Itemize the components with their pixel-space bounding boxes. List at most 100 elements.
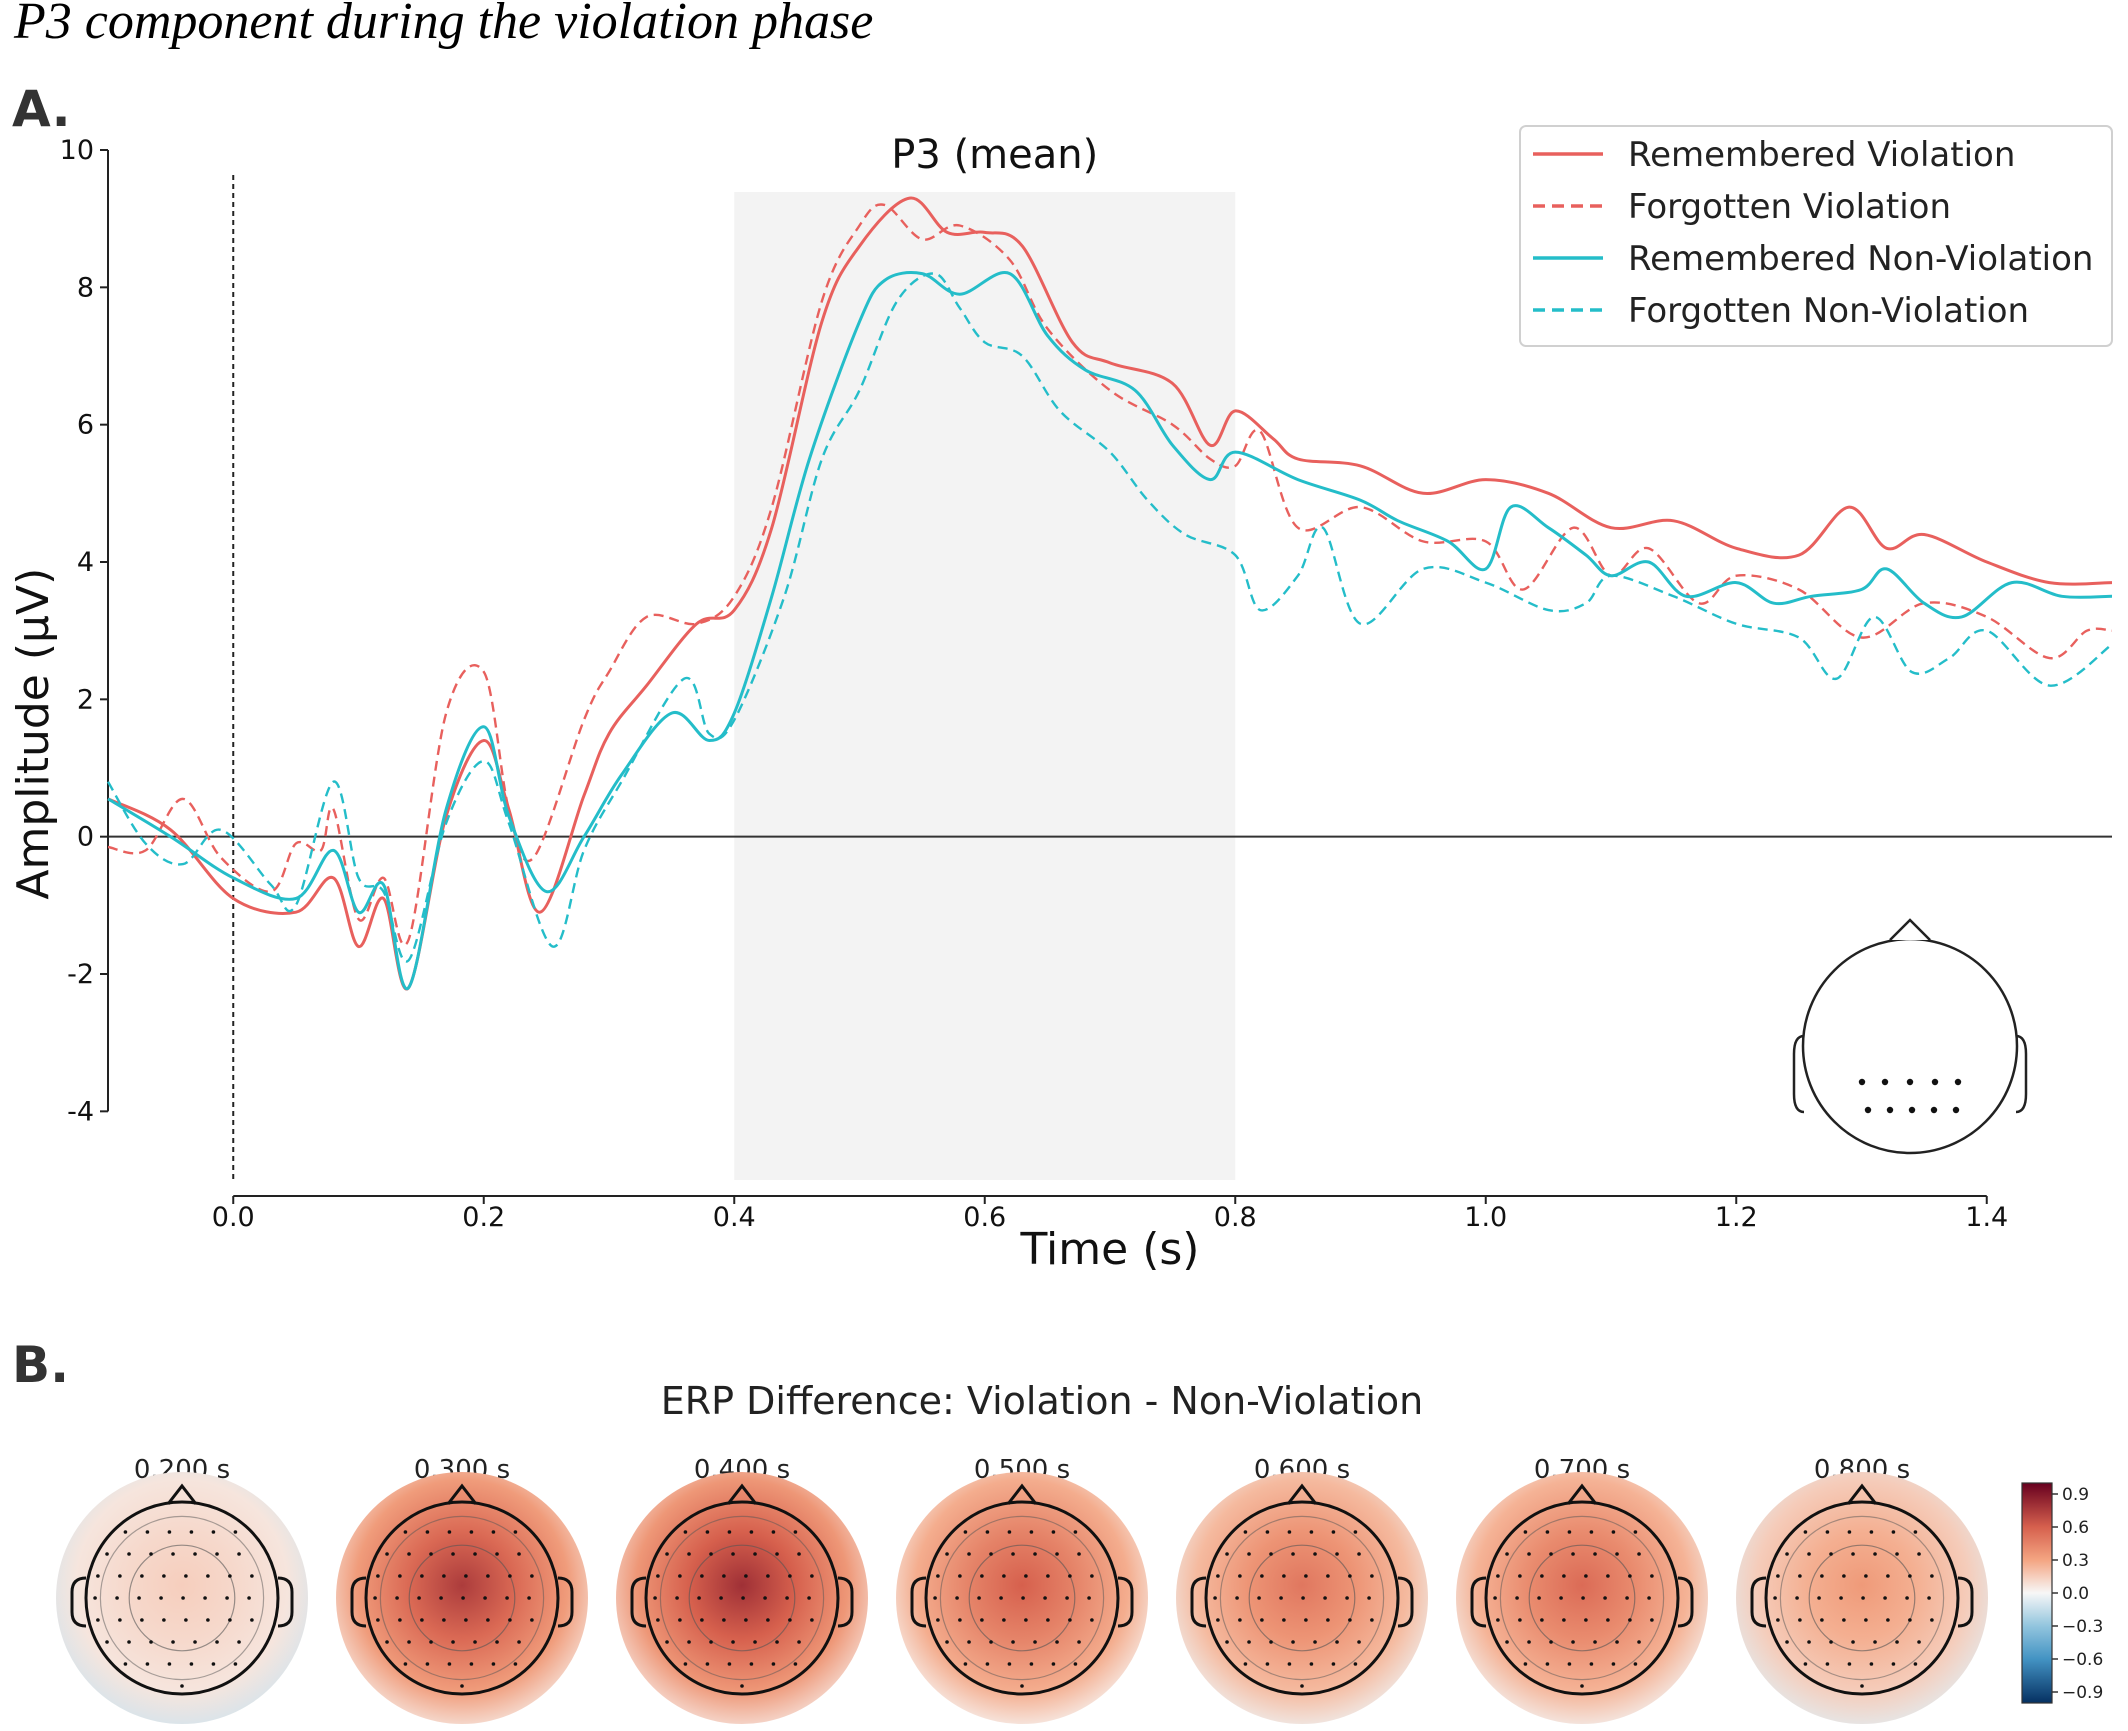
topomap-electrode [1891,1530,1896,1534]
topomap-electrode [517,1640,521,1644]
topomap-electrode [407,1552,411,1556]
topomap-electrode [376,1574,380,1578]
topomap-electrode [137,1596,141,1600]
topomap-electrode [1353,1662,1358,1666]
topomap-electrode [1291,1552,1295,1556]
topomap-electrode [744,1574,748,1578]
topomap-electrode [722,1618,726,1622]
topomap-electrode [797,1640,801,1644]
topomap-electrode [1243,1530,1248,1534]
topomap-electrode [1886,1618,1890,1622]
topomap-electrode [469,1662,474,1666]
topomap-electrode [1055,1640,1059,1644]
topomap-electrode [1238,1618,1242,1622]
topomap-electrode [1913,1530,1918,1534]
topomap-nose [1006,1483,1038,1505]
topomap-electrode [705,1530,710,1534]
topomap-electrode [1785,1552,1789,1556]
x-ticks: 0.0 0.2 0.4 0.6 0.8 1.0 1.2 1.4 [212,1196,2008,1233]
topomap: 0.400 s [616,1455,868,1724]
topomap-electrode [656,1574,660,1578]
topomap-electrode [1825,1662,1830,1666]
topomap-electrode [505,1596,509,1600]
topomap-electrode [1523,1662,1528,1666]
topomap-electrode [118,1574,122,1578]
topomap-electrode [513,1530,518,1534]
topomap-electrode [451,1552,455,1556]
topomap-electrode [775,1552,779,1556]
topomap-electrode [1861,1596,1865,1600]
topomap-electrode [1807,1640,1811,1644]
topomap-electrode [1842,1574,1846,1578]
topomap-electrode [1537,1596,1541,1600]
topomap-electrode [233,1530,238,1534]
topomap-electrode [1265,1662,1270,1666]
topomap-electrode [1055,1552,1059,1556]
topomap-electrode [793,1530,798,1534]
topomap-electrode [936,1574,940,1578]
topomap-electrode [1545,1662,1550,1666]
topomap-electrode [464,1574,468,1578]
topomap-electrode [1611,1530,1616,1534]
electrode-dot [1954,1078,1962,1086]
p3-time-window [734,192,1236,1180]
topomap-electrode [1260,1618,1264,1622]
topomap-electrode [1562,1574,1566,1578]
topomap-ear-right [1677,1576,1694,1628]
topomap-electrode [1593,1552,1597,1556]
topomap-electrode [797,1552,801,1556]
topomap-electrode [1628,1618,1632,1622]
legend-entry: Forgotten Violation [1628,187,1951,227]
electrode-dot [1886,1106,1894,1114]
topomap-electrode [115,1596,119,1600]
topomap-contour [659,1515,825,1681]
topomap-electrode [989,1640,993,1644]
topomap-electrode [1650,1618,1654,1622]
topomap-electrode [1633,1530,1638,1534]
topomap-ear-left [630,1576,647,1628]
topomap-electrode [1820,1618,1824,1622]
topomap-electrode [1282,1574,1286,1578]
topomap-electrode [1606,1618,1610,1622]
head-outline [1801,937,2019,1155]
topomap-electrode [203,1596,207,1600]
topomap-electrode [1331,1662,1336,1666]
panel-a-letter: A. [12,80,71,138]
topomap-electrode [250,1574,254,1578]
topomap-electrode [247,1596,251,1600]
topomap-electrode [967,1640,971,1644]
electrode-dot [1908,1106,1916,1114]
topomap-electrode [771,1662,776,1666]
topomap-electrode [1291,1640,1295,1644]
topomap-electrode [491,1662,496,1666]
topomap-electrode [653,1596,657,1600]
topomap-electrode [145,1662,150,1666]
topomap-electrode [1370,1618,1374,1622]
topomap-electrode [1847,1530,1852,1534]
topomap-electrode [1024,1574,1028,1578]
topomap-electrode [1540,1574,1544,1578]
topomap-electrode [1913,1662,1918,1666]
topomap-electrode [1584,1574,1588,1578]
topomap-electrode [1829,1640,1833,1644]
topomap-contour [1219,1515,1385,1681]
topomap-electrode [1282,1618,1286,1622]
topomap-electrode [495,1552,499,1556]
topomap-electrode [1650,1574,1654,1578]
topomap-electrode [1300,1684,1304,1688]
topomap-electrode [1518,1618,1522,1622]
series-line-remembered-non-violation [107,271,2113,991]
topomap-electrode [700,1574,704,1578]
topomap-electrode [215,1552,219,1556]
topomap-electrode [1873,1552,1877,1556]
topomap-electrode [1908,1618,1912,1622]
topomap-electrode [1269,1640,1273,1644]
topomap-electrode [228,1574,232,1578]
topomap-electrode [1917,1552,1921,1556]
electrode-dots [1858,1078,1962,1114]
topomap-electrode [709,1552,713,1556]
topomap-electrode [1549,1552,1553,1556]
topomap-electrode [140,1618,144,1622]
topomap-electrode [1625,1596,1629,1600]
x-tick-label: 1.4 [1965,1202,2008,1233]
